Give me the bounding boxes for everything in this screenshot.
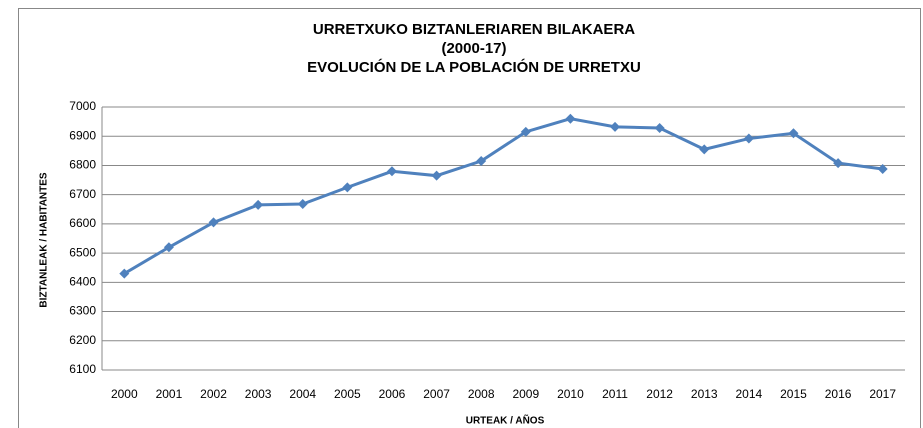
y-tick-label: 6800 bbox=[69, 158, 96, 172]
data-point bbox=[743, 133, 754, 144]
chart-border bbox=[18, 8, 921, 428]
chart-title: URRETXUKO BIZTANLERIAREN BILAKAERA bbox=[313, 21, 635, 38]
x-tick-label: 2012 bbox=[646, 387, 673, 401]
data-point bbox=[520, 126, 531, 137]
chart-title: (2000-17) bbox=[441, 40, 506, 57]
data-point bbox=[208, 217, 219, 228]
x-tick-label: 2003 bbox=[245, 387, 272, 401]
data-point bbox=[119, 268, 130, 279]
x-tick-label: 2006 bbox=[379, 387, 406, 401]
x-tick-label: 2002 bbox=[200, 387, 227, 401]
data-point bbox=[699, 144, 710, 155]
x-tick-label: 2010 bbox=[557, 387, 584, 401]
x-tick-label: 2013 bbox=[691, 387, 718, 401]
data-point bbox=[788, 128, 799, 139]
x-tick-label: 2011 bbox=[602, 387, 628, 401]
data-point bbox=[833, 158, 844, 169]
x-tick-label: 2007 bbox=[423, 387, 450, 401]
y-tick-label: 6500 bbox=[69, 245, 96, 259]
data-point bbox=[342, 182, 353, 193]
data-point bbox=[654, 123, 665, 134]
x-tick-label: 2009 bbox=[512, 387, 539, 401]
x-axis-title: URTEAK / AÑOS bbox=[466, 414, 545, 427]
x-tick-label: 2016 bbox=[825, 387, 852, 401]
series-line bbox=[123, 117, 883, 275]
data-point bbox=[386, 166, 397, 177]
x-tick-label: 2015 bbox=[780, 387, 807, 401]
x-tick-label: 2004 bbox=[289, 387, 316, 401]
y-tick-label: 6200 bbox=[69, 333, 96, 347]
data-point bbox=[163, 242, 174, 253]
y-tick-label: 6700 bbox=[69, 187, 96, 201]
y-axis-title: BIZTANLEAK / HABITANTES bbox=[39, 172, 50, 308]
data-point bbox=[253, 199, 264, 210]
x-tick-label: 2005 bbox=[334, 387, 361, 401]
data-point bbox=[297, 199, 308, 210]
x-tick-label: 2014 bbox=[736, 387, 763, 401]
y-tick-label: 7000 bbox=[69, 99, 96, 113]
data-point bbox=[610, 121, 621, 132]
data-point bbox=[877, 163, 888, 174]
x-tick-label: 2008 bbox=[468, 387, 495, 401]
data-point bbox=[431, 170, 442, 181]
x-tick-label: 2017 bbox=[869, 387, 896, 401]
data-point bbox=[476, 156, 487, 167]
y-tick-label: 6100 bbox=[69, 362, 96, 376]
x-tick-label: 2001 bbox=[156, 387, 183, 401]
y-tick-label: 6900 bbox=[69, 128, 96, 142]
y-tick-label: 6400 bbox=[69, 275, 96, 289]
data-point bbox=[565, 113, 576, 124]
x-tick-label: 2000 bbox=[111, 387, 138, 401]
y-tick-label: 6600 bbox=[69, 216, 96, 230]
y-tick-label: 6300 bbox=[69, 304, 96, 318]
chart-title: EVOLUCIÓN DE LA POBLACIÓN DE URRETXU bbox=[307, 58, 641, 76]
